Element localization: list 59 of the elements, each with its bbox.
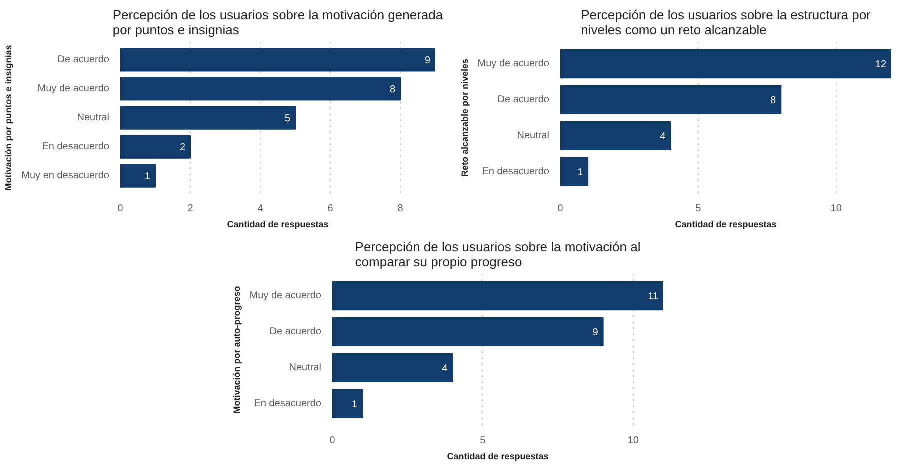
x-tick-label: 8 <box>398 204 404 214</box>
y-tick-label: Neutral <box>77 112 110 124</box>
x-axis-title: Cantidad de respuestas <box>227 220 329 230</box>
bar <box>120 48 436 72</box>
bar <box>120 77 401 101</box>
data-label: 12 <box>875 60 887 71</box>
x-tick-label: 5 <box>696 204 702 214</box>
bar <box>332 318 604 347</box>
bar <box>560 121 672 150</box>
y-axis-title: Motivación por puntos e insignias <box>4 45 14 191</box>
data-label: 11 <box>648 292 659 303</box>
x-tick-label: 5 <box>480 436 486 446</box>
data-label: 2 <box>180 142 186 154</box>
y-tick-label: Muy de acuerdo <box>38 83 110 94</box>
chart-title: Percepción de los usuarios sobre la motivación generada por puntos e insignias <box>112 8 444 38</box>
y-tick-label: Muy en desacuerdo <box>22 170 110 182</box>
y-tick-label: Muy de acuerdo <box>478 58 550 70</box>
bar <box>332 282 664 311</box>
data-label: 1 <box>144 172 151 183</box>
y-tick-label: Neutral <box>289 362 322 374</box>
y-axis-title: Reto alcanzable por niveles <box>460 58 470 178</box>
y-axis-title: Motivación por auto-progreso <box>232 286 242 414</box>
x-tick-label: 6 <box>328 204 334 214</box>
data-label: 9 <box>592 328 599 339</box>
bar <box>120 135 191 159</box>
bar <box>560 157 589 186</box>
bar <box>120 164 156 188</box>
data-label: 1 <box>578 167 584 178</box>
y-tick-label: En desacuerdo <box>482 166 550 178</box>
y-tick-label: De acuerdo <box>498 94 550 106</box>
x-tick-label: 2 <box>188 204 194 214</box>
x-axis-title: Cantidad de respuestas <box>675 220 777 230</box>
data-label: 1 <box>352 399 358 410</box>
x-tick-label: 10 <box>628 436 640 446</box>
x-tick-label: 10 <box>830 204 842 214</box>
x-tick-label: 0 <box>118 204 124 214</box>
y-tick-label: En desacuerdo <box>42 142 110 153</box>
x-tick-label: 4 <box>258 204 264 214</box>
y-tick-label: Muy de acuerdo <box>250 290 322 302</box>
x-tick-label: 0 <box>330 436 336 446</box>
data-label: 4 <box>660 131 666 142</box>
x-axis-title: Cantidad de respuestas <box>447 452 549 462</box>
bar <box>120 106 296 130</box>
data-label: 8 <box>770 96 777 107</box>
bar <box>332 353 454 382</box>
data-label: 4 <box>442 363 448 374</box>
y-tick-label: De acuerdo <box>270 326 322 338</box>
data-label: 5 <box>284 114 291 124</box>
bar <box>560 50 892 79</box>
chart-title: Percepción de los usuarios sobre la estructura por niveles como un reto alcanzable <box>581 8 872 38</box>
x-tick-label: 0 <box>558 204 564 214</box>
y-tick-label: Neutral <box>517 130 550 142</box>
y-tick-label: De acuerdo <box>58 54 110 66</box>
bar <box>560 86 782 115</box>
data-label: 8 <box>390 84 396 96</box>
y-tick-label: En desacuerdo <box>254 398 322 410</box>
chart-title: Percepción de los usuarios sobre la motivación al comparar su propio progreso <box>355 240 641 270</box>
bar <box>332 389 364 418</box>
data-label: 9 <box>424 55 431 66</box>
